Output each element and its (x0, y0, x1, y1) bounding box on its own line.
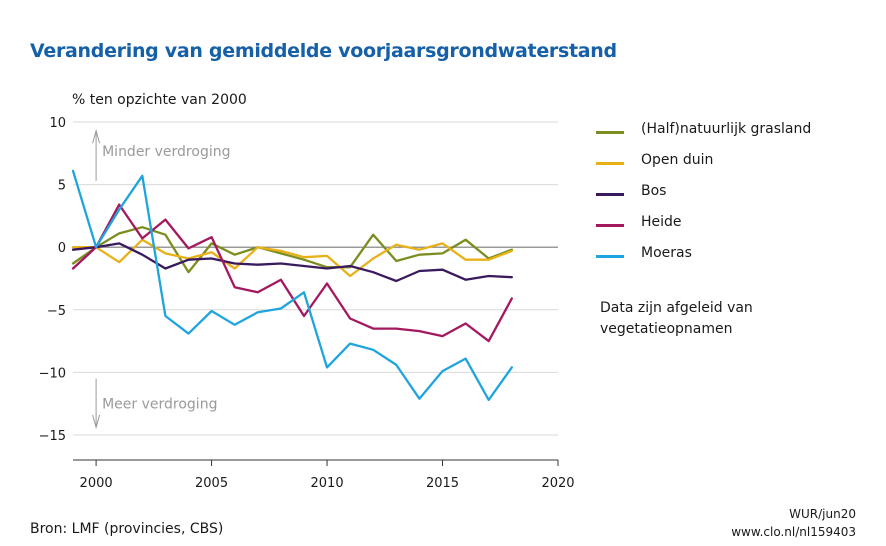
series-line-moeras (71, 169, 513, 402)
credit: WUR/jun20 www.clo.nl/nl159403 (731, 505, 856, 541)
x-tick-label: 2005 (195, 476, 228, 491)
arrow-up-icon (92, 128, 101, 144)
legend-label: Moeras (641, 245, 692, 261)
x-tick-label: 2015 (426, 476, 459, 491)
y-tick-label: −15 (39, 429, 66, 444)
legend-swatch (596, 255, 624, 258)
series-line-bos (71, 242, 513, 283)
legend-label: Open duin (641, 152, 714, 168)
legend-label: Bos (641, 183, 667, 199)
series-line-half-natuurlijk-grasland (71, 226, 513, 274)
y-tick-label: 5 (58, 179, 66, 194)
legend-swatch (596, 131, 624, 134)
y-tick-label: 0 (58, 241, 66, 256)
legend-swatch (596, 224, 624, 227)
y-tick-label: −10 (39, 366, 66, 381)
series-line-heide (71, 203, 513, 343)
chart-title: Verandering van gemiddelde voorjaarsgron… (30, 40, 617, 62)
y-axis-label: % ten opzichte van 2000 (72, 92, 247, 108)
legend-label: (Half)natuurlijk grasland (641, 121, 812, 137)
legend-label: Heide (641, 214, 682, 230)
series-line-open-duin (71, 238, 513, 278)
legend-swatch (596, 193, 624, 196)
data-note: Data zijn afgeleid van vegetatieopnamen (600, 300, 753, 337)
x-tick-label: 2010 (311, 476, 344, 491)
y-tick-label: −5 (47, 304, 66, 319)
credit-url[interactable]: www.clo.nl/nl159403 (731, 525, 856, 539)
y-tick-label: 10 (49, 116, 66, 131)
legend-swatch (596, 162, 624, 165)
x-tick-label: 2000 (80, 476, 113, 491)
annotation-minder-verdroging: Minder verdroging (102, 144, 230, 160)
credit-date: WUR/jun20 (789, 507, 856, 521)
annotation-meer-verdroging: Meer verdroging (102, 397, 217, 413)
arrow-down-icon (92, 414, 101, 430)
x-tick-label: 2020 (541, 476, 574, 491)
source-text: Bron: LMF (provincies, CBS) (30, 521, 224, 537)
